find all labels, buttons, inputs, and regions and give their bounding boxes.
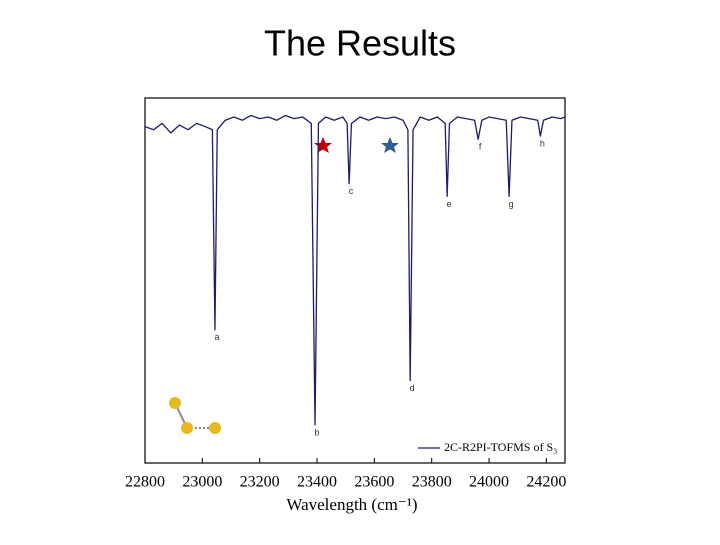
peak-label: g bbox=[509, 199, 514, 209]
x-tick-label: 23400 bbox=[297, 474, 337, 491]
x-tick-label: 24000 bbox=[469, 474, 509, 491]
x-axis-label: Wavelength (cm⁻¹) bbox=[286, 495, 417, 514]
slide-title: The Results bbox=[264, 23, 456, 64]
peak-label: h bbox=[540, 138, 545, 148]
spectrum-line bbox=[144, 114, 566, 426]
peak-label: a bbox=[214, 332, 219, 342]
x-tick-label: 23800 bbox=[412, 474, 452, 491]
peak-label: e bbox=[447, 199, 452, 209]
x-tick-label: 23000 bbox=[182, 474, 222, 491]
peak-label: d bbox=[410, 383, 415, 393]
plot-frame bbox=[144, 97, 566, 464]
star-icon bbox=[381, 137, 399, 153]
legend-label: 2C-R2PI-TOFMS of S₃ bbox=[444, 440, 557, 454]
star-icon bbox=[314, 137, 332, 153]
molecule-icon bbox=[169, 397, 221, 434]
peak-label: c bbox=[349, 186, 354, 196]
x-tick-label: 23200 bbox=[240, 474, 280, 491]
x-tick-label: 23600 bbox=[354, 474, 394, 491]
x-tick-label: 24200 bbox=[526, 474, 566, 491]
x-tick-label: 22800 bbox=[125, 474, 165, 491]
peak-label: b bbox=[314, 427, 319, 437]
peak-label: f bbox=[479, 142, 482, 152]
